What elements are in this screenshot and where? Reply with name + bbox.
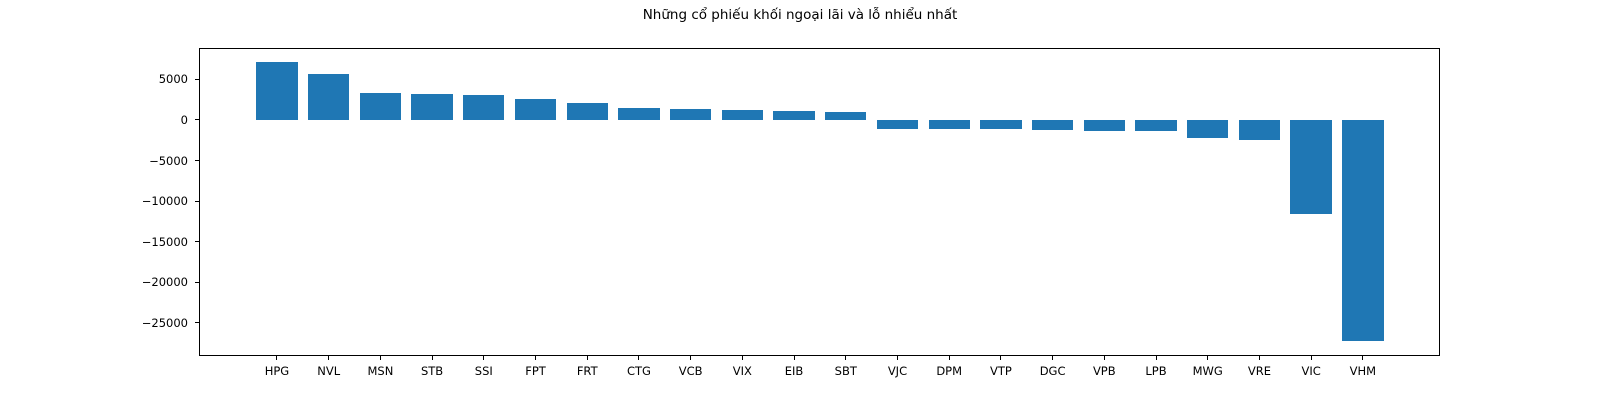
y-tick-mark [195, 322, 199, 324]
y-tick-label: −15000 [141, 234, 188, 249]
x-tick-mark [535, 356, 537, 360]
bar-vtp [980, 119, 1022, 130]
plot-area [199, 48, 1440, 356]
x-tick-mark [1310, 356, 1312, 360]
x-tick-label-dgc: DGC [1039, 364, 1066, 378]
bar-ctg [618, 107, 660, 120]
x-tick-label-hpg: HPG [264, 364, 290, 378]
chart-title: Những cổ phiếu khối ngoại lãi và lỗ nhiể… [642, 7, 958, 23]
y-tick-mark [195, 281, 199, 283]
bar-fpt [514, 99, 557, 120]
x-tick-mark [1103, 356, 1105, 360]
bar-frt [566, 103, 608, 120]
x-tick-mark [845, 356, 847, 360]
bar-vjc [876, 119, 919, 129]
x-tick-label-vhm: VHM [1349, 364, 1377, 378]
x-tick-label-vtp: VTP [989, 364, 1012, 378]
x-tick-label-ctg: CTG [626, 364, 651, 378]
x-tick-label-vre: VRE [1247, 364, 1271, 378]
bar-vpb [1083, 119, 1125, 132]
bar-vre [1238, 119, 1281, 141]
bar-sbt [825, 111, 867, 120]
bar-nvl [308, 73, 350, 120]
x-tick-label-vic: VIC [1301, 364, 1321, 378]
y-tick-label: −25000 [141, 315, 188, 330]
bar-eib [773, 110, 815, 120]
y-tick-label: 5000 [158, 72, 188, 87]
x-tick-mark [1362, 356, 1364, 360]
x-tick-label-ssi: SSI [474, 364, 493, 378]
x-tick-mark [948, 356, 950, 360]
x-tick-label-lpb: LPB [1145, 364, 1167, 378]
x-tick-mark [1207, 356, 1209, 360]
x-tick-mark [793, 356, 795, 360]
bar-mwg [1187, 119, 1229, 138]
x-tick-mark [379, 356, 381, 360]
y-tick-label: 0 [180, 112, 188, 127]
x-tick-label-dpm: DPM [936, 364, 963, 378]
bar-vix [721, 110, 764, 120]
x-tick-label-vpb: VPB [1092, 364, 1116, 378]
bar-msn [359, 92, 402, 120]
y-tick-label: −20000 [141, 275, 188, 290]
x-tick-mark [276, 356, 278, 360]
x-tick-label-eib: EIB [784, 364, 804, 378]
bar-vcb [669, 109, 712, 120]
bar-lpb [1135, 119, 1177, 132]
bar-hpg [256, 62, 298, 120]
bar-ssi [463, 95, 505, 120]
bar-dgc [1031, 119, 1074, 131]
x-tick-label-mwg: MWG [1192, 364, 1223, 378]
x-tick-mark [638, 356, 640, 360]
x-tick-label-nvl: NVL [317, 364, 341, 378]
bar-stb [411, 93, 453, 120]
bar-vhm [1342, 119, 1384, 342]
x-tick-label-sbt: SBT [834, 364, 857, 378]
x-tick-label-frt: FRT [576, 364, 598, 378]
x-tick-mark [328, 356, 330, 360]
x-tick-mark [1155, 356, 1157, 360]
x-tick-mark [741, 356, 743, 360]
x-tick-label-msn: MSN [367, 364, 394, 378]
x-tick-label-vjc: VJC [887, 364, 908, 378]
x-tick-mark [483, 356, 485, 360]
x-tick-label-vix: VIX [732, 364, 752, 378]
x-tick-label-vcb: VCB [678, 364, 703, 378]
x-tick-mark [431, 356, 433, 360]
x-tick-mark [1052, 356, 1054, 360]
x-tick-mark [1000, 356, 1002, 360]
y-tick-mark [195, 78, 199, 80]
x-tick-label-stb: STB [420, 364, 444, 378]
x-tick-mark [1258, 356, 1260, 360]
y-tick-mark [195, 200, 199, 202]
x-tick-label-fpt: FPT [525, 364, 546, 378]
y-tick-mark [195, 241, 199, 243]
bar-dpm [928, 119, 970, 129]
y-tick-label: −5000 [149, 153, 188, 168]
bar-vic [1290, 119, 1332, 214]
y-tick-label: −10000 [141, 194, 188, 209]
x-tick-mark [896, 356, 898, 360]
x-tick-mark [690, 356, 692, 360]
x-tick-mark [586, 356, 588, 360]
y-tick-mark [195, 160, 199, 161]
y-tick-mark [195, 119, 199, 121]
